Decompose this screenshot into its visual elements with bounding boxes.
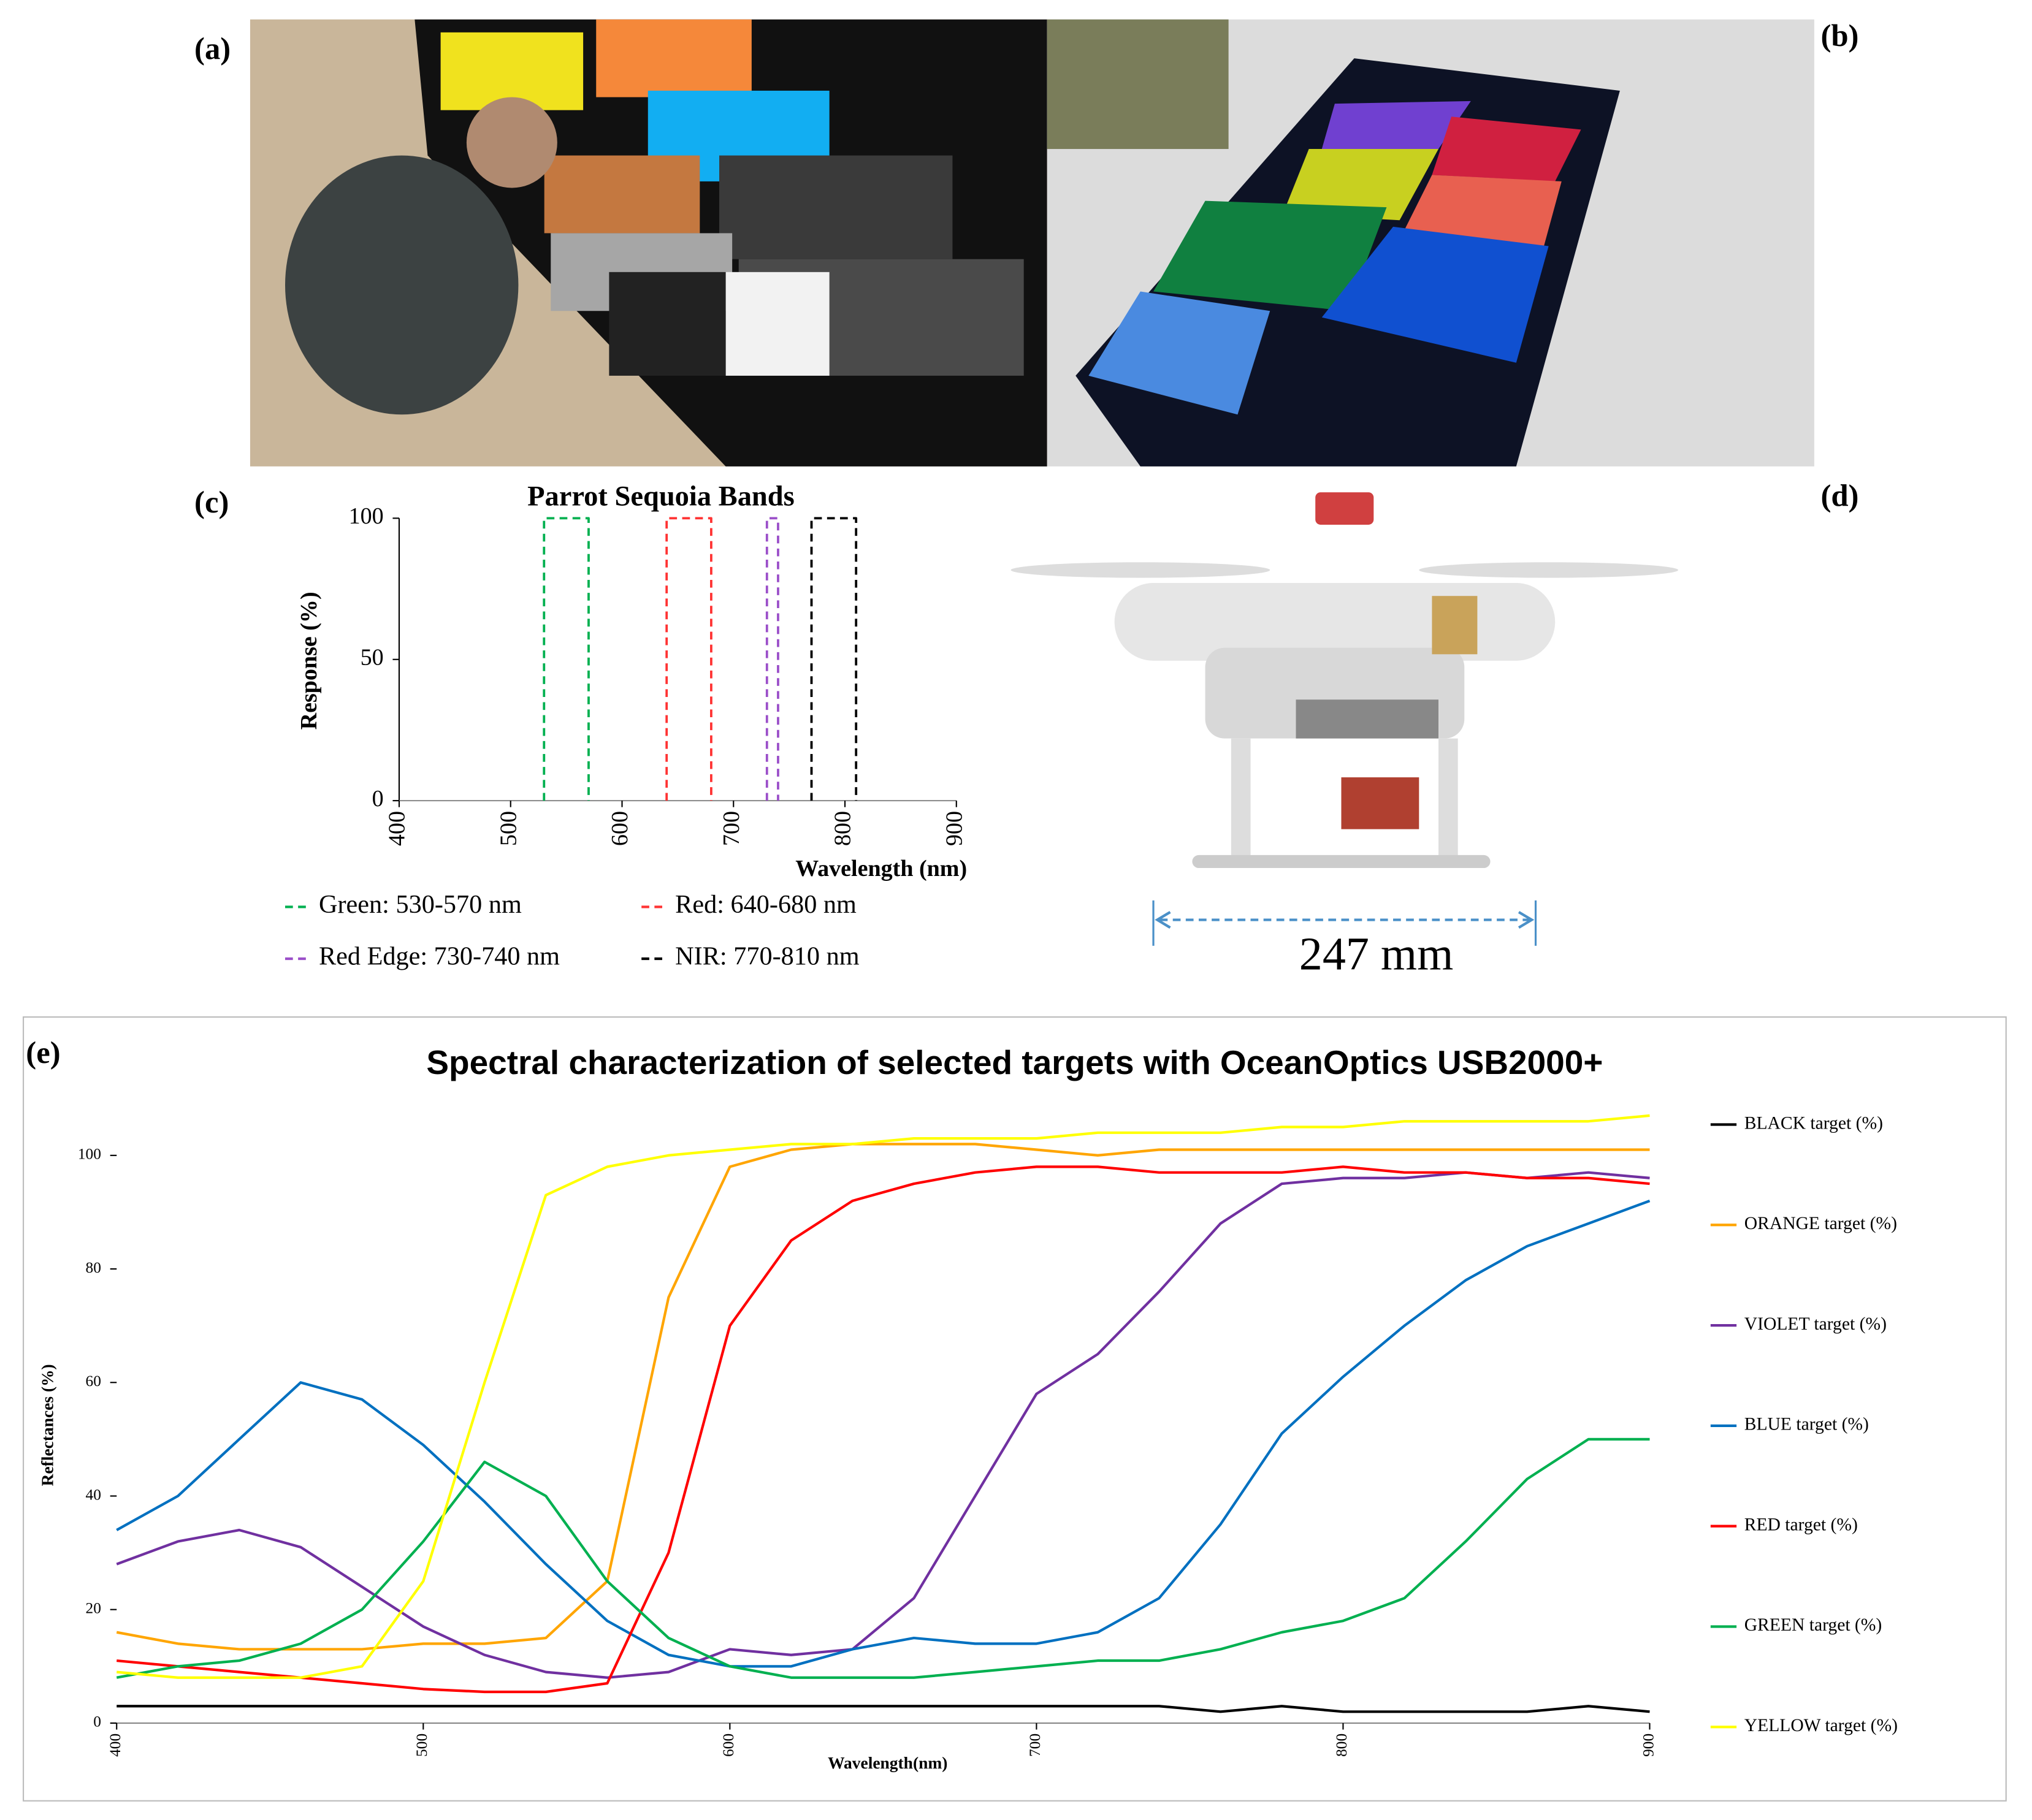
x-tick-label: 700 <box>1026 1734 1044 1757</box>
series-line <box>116 1143 1650 1651</box>
y-tick-label: 0 <box>93 1713 101 1731</box>
x-tick-label: 800 <box>1333 1734 1350 1757</box>
legend-label: VIOLET target (%) <box>1744 1314 1887 1334</box>
chart-frame <box>23 1016 2007 1802</box>
y-tick-label: 100 <box>349 503 384 529</box>
x-tick-label: 500 <box>495 811 521 846</box>
y-tick-label: 50 <box>361 644 384 670</box>
y-tick-label: 20 <box>86 1600 101 1617</box>
x-tick-label: 800 <box>830 811 856 846</box>
drone-photo: 247 mm <box>1010 492 1678 980</box>
photo-b <box>1047 19 1814 466</box>
photo-a <box>250 19 1047 466</box>
chart-title: Parrot Sequoia Bands <box>527 481 795 512</box>
y-axis-label: Response (%) <box>296 592 322 729</box>
legend-label: Red Edge: 730-740 nm <box>319 942 560 971</box>
series-line <box>116 1171 1650 1679</box>
x-tick-label: 500 <box>413 1734 430 1757</box>
legend-label: Red: 640-680 nm <box>675 890 857 919</box>
x-tick-label: 600 <box>607 811 633 846</box>
legend-label: GREEN target (%) <box>1744 1615 1882 1635</box>
panel-label: (a) <box>194 31 231 66</box>
legend-label: NIR: 770-810 nm <box>675 942 860 971</box>
x-tick-label: 400 <box>384 811 410 846</box>
y-tick-label: 80 <box>86 1259 101 1276</box>
series-line <box>810 517 858 801</box>
x-tick-label: 700 <box>719 811 744 846</box>
series-line <box>116 1437 1650 1679</box>
legend-label: ORANGE target (%) <box>1744 1214 1897 1233</box>
series-line <box>116 1199 1651 1668</box>
series-line <box>116 1165 1650 1694</box>
series-line <box>543 517 590 801</box>
x-axis-label: Wavelength (nm) <box>795 856 967 881</box>
legend-label: BLUE target (%) <box>1744 1415 1869 1434</box>
panel-label: (c) <box>194 485 229 519</box>
series-line <box>765 517 779 801</box>
y-tick-label: 0 <box>372 786 384 812</box>
y-tick-label: 60 <box>86 1373 101 1390</box>
x-axis-label: Wavelength(nm) <box>828 1754 947 1772</box>
legend-label: RED target (%) <box>1744 1515 1858 1534</box>
chart-title: Spectral characterization of selected ta… <box>426 1043 1603 1081</box>
panel-label: (b) <box>1820 18 1858 53</box>
y-tick-label: 100 <box>78 1146 101 1163</box>
series-line <box>116 1705 1650 1713</box>
panel-label: (d) <box>1820 478 1858 512</box>
x-tick-label: 600 <box>720 1734 737 1757</box>
dimension-label: 247 mm <box>1299 928 1454 980</box>
x-tick-label: 400 <box>107 1734 124 1757</box>
legend-label: YELLOW target (%) <box>1744 1716 1898 1735</box>
y-tick-label: 40 <box>86 1486 101 1503</box>
panel-label: (e) <box>26 1035 60 1070</box>
series-line <box>116 1114 1650 1679</box>
y-axis-label: Reflectances (%) <box>39 1364 57 1486</box>
x-tick-label: 900 <box>942 811 968 846</box>
x-tick-label: 900 <box>1640 1734 1657 1757</box>
series-line <box>665 517 712 801</box>
legend-label: Green: 530-570 nm <box>319 890 522 919</box>
legend-label: BLACK target (%) <box>1744 1113 1883 1133</box>
